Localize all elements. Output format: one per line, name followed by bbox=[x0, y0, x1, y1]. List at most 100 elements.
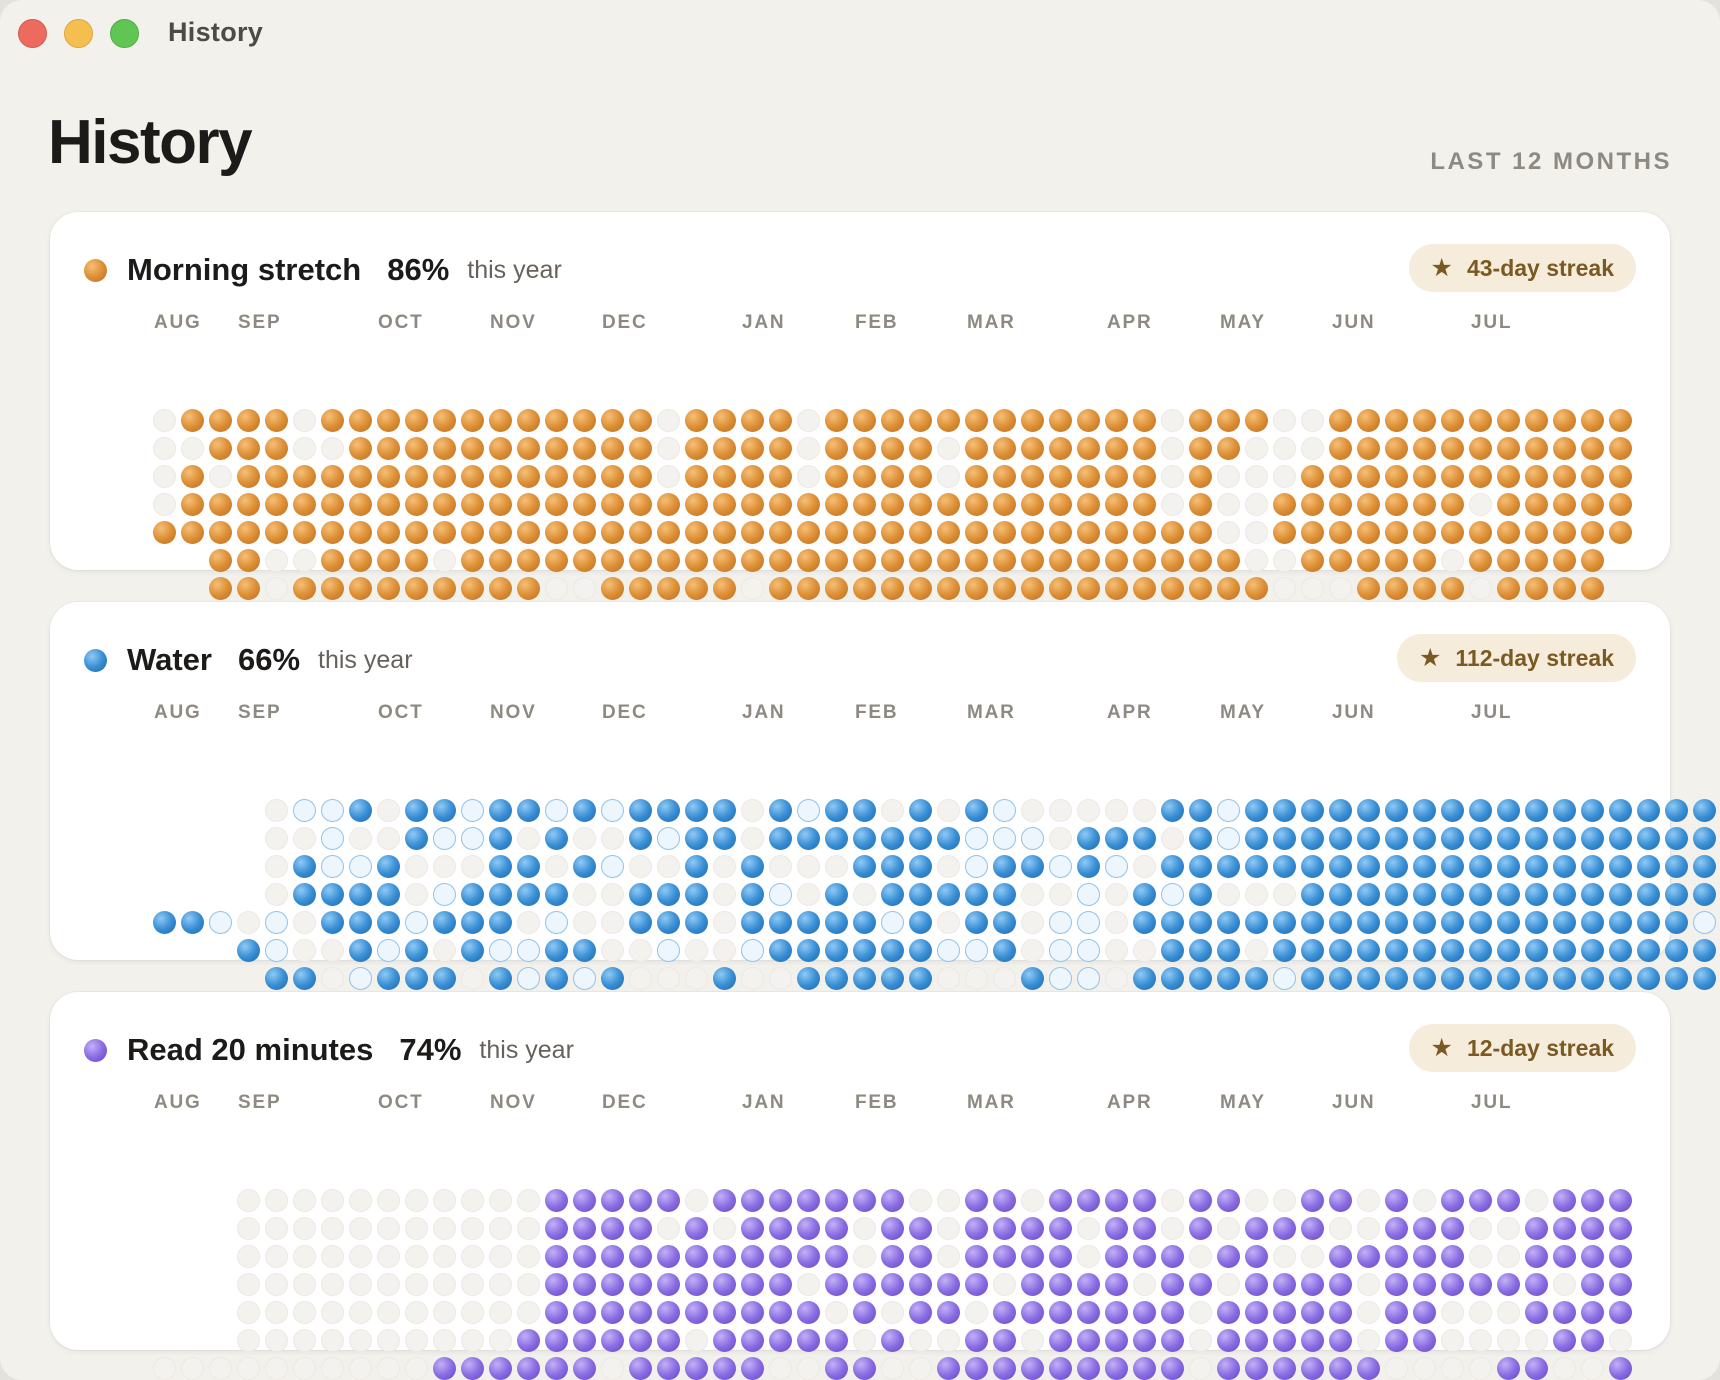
day-cell[interactable] bbox=[1356, 1272, 1380, 1296]
day-cell[interactable] bbox=[1440, 882, 1464, 906]
day-cell[interactable] bbox=[880, 464, 904, 488]
day-cell[interactable] bbox=[628, 548, 652, 572]
day-cell[interactable] bbox=[264, 1328, 288, 1352]
day-cell[interactable] bbox=[656, 966, 680, 990]
day-cell[interactable] bbox=[1048, 966, 1072, 990]
day-cell[interactable] bbox=[1020, 910, 1044, 934]
day-cell[interactable] bbox=[460, 826, 484, 850]
day-cell[interactable] bbox=[544, 882, 568, 906]
day-cell[interactable] bbox=[964, 436, 988, 460]
day-cell[interactable] bbox=[656, 854, 680, 878]
day-cell[interactable] bbox=[1300, 1300, 1324, 1324]
day-cell[interactable] bbox=[796, 1188, 820, 1212]
day-cell[interactable] bbox=[992, 798, 1016, 822]
day-cell[interactable] bbox=[404, 854, 428, 878]
day-cell[interactable] bbox=[320, 436, 344, 460]
day-cell[interactable] bbox=[1272, 826, 1296, 850]
day-cell[interactable] bbox=[824, 1216, 848, 1240]
day-cell[interactable] bbox=[376, 1216, 400, 1240]
day-cell[interactable] bbox=[1048, 1300, 1072, 1324]
day-cell[interactable] bbox=[1216, 826, 1240, 850]
day-cell[interactable] bbox=[1412, 436, 1436, 460]
day-cell[interactable] bbox=[1160, 576, 1184, 600]
day-cell[interactable] bbox=[320, 966, 344, 990]
day-cell[interactable] bbox=[348, 1328, 372, 1352]
day-cell[interactable] bbox=[600, 1356, 624, 1380]
day-cell[interactable] bbox=[544, 1188, 568, 1212]
day-cell[interactable] bbox=[936, 1272, 960, 1296]
day-cell[interactable] bbox=[600, 520, 624, 544]
day-cell[interactable] bbox=[1272, 548, 1296, 572]
day-cell[interactable] bbox=[740, 966, 764, 990]
day-cell[interactable] bbox=[600, 1188, 624, 1212]
day-cell[interactable] bbox=[964, 798, 988, 822]
day-cell[interactable] bbox=[880, 1188, 904, 1212]
day-cell[interactable] bbox=[852, 1272, 876, 1296]
day-cell[interactable] bbox=[1580, 910, 1604, 934]
day-cell[interactable] bbox=[1272, 576, 1296, 600]
day-cell[interactable] bbox=[460, 1272, 484, 1296]
day-cell[interactable] bbox=[236, 1272, 260, 1296]
day-cell[interactable] bbox=[1496, 1328, 1520, 1352]
day-cell[interactable] bbox=[488, 1300, 512, 1324]
day-cell[interactable] bbox=[1104, 1328, 1128, 1352]
day-cell[interactable] bbox=[1608, 436, 1632, 460]
day-cell[interactable] bbox=[1412, 854, 1436, 878]
day-cell[interactable] bbox=[1104, 882, 1128, 906]
day-cell[interactable] bbox=[432, 464, 456, 488]
day-cell[interactable] bbox=[1356, 854, 1380, 878]
day-cell[interactable] bbox=[1300, 520, 1324, 544]
day-cell[interactable] bbox=[1132, 1244, 1156, 1268]
day-cell[interactable] bbox=[236, 1188, 260, 1212]
day-cell[interactable] bbox=[796, 966, 820, 990]
day-cell[interactable] bbox=[1020, 464, 1044, 488]
day-cell[interactable] bbox=[1468, 1328, 1492, 1352]
day-cell[interactable] bbox=[1356, 1328, 1380, 1352]
day-cell[interactable] bbox=[740, 882, 764, 906]
day-cell[interactable] bbox=[964, 826, 988, 850]
day-cell[interactable] bbox=[880, 408, 904, 432]
day-cell[interactable] bbox=[908, 1272, 932, 1296]
day-cell[interactable] bbox=[712, 1216, 736, 1240]
day-cell[interactable] bbox=[572, 910, 596, 934]
day-cell[interactable] bbox=[1468, 408, 1492, 432]
day-cell[interactable] bbox=[628, 1244, 652, 1268]
day-cell[interactable] bbox=[992, 1244, 1016, 1268]
day-cell[interactable] bbox=[544, 854, 568, 878]
day-cell[interactable] bbox=[1328, 938, 1352, 962]
day-cell[interactable] bbox=[572, 966, 596, 990]
day-cell[interactable] bbox=[1132, 1272, 1156, 1296]
day-cell[interactable] bbox=[404, 1244, 428, 1268]
day-cell[interactable] bbox=[516, 520, 540, 544]
day-cell[interactable] bbox=[1412, 1216, 1436, 1240]
day-cell[interactable] bbox=[208, 464, 232, 488]
day-cell[interactable] bbox=[1244, 1188, 1268, 1212]
day-cell[interactable] bbox=[1048, 1272, 1072, 1296]
day-cell[interactable] bbox=[1104, 826, 1128, 850]
day-cell[interactable] bbox=[1160, 1216, 1184, 1240]
day-cell[interactable] bbox=[1412, 1300, 1436, 1324]
day-cell[interactable] bbox=[880, 882, 904, 906]
day-cell[interactable] bbox=[348, 854, 372, 878]
day-cell[interactable] bbox=[768, 436, 792, 460]
day-cell[interactable] bbox=[348, 1272, 372, 1296]
day-cell[interactable] bbox=[1300, 910, 1324, 934]
day-cell[interactable] bbox=[1384, 436, 1408, 460]
day-cell[interactable] bbox=[1272, 798, 1296, 822]
day-cell[interactable] bbox=[684, 826, 708, 850]
day-cell[interactable] bbox=[1440, 1244, 1464, 1268]
day-cell[interactable] bbox=[1188, 798, 1212, 822]
day-cell[interactable] bbox=[1048, 1356, 1072, 1380]
day-cell[interactable] bbox=[712, 408, 736, 432]
day-cell[interactable] bbox=[1272, 464, 1296, 488]
day-cell[interactable] bbox=[208, 436, 232, 460]
day-cell[interactable] bbox=[1412, 576, 1436, 600]
day-cell[interactable] bbox=[1552, 492, 1576, 516]
day-cell[interactable] bbox=[404, 576, 428, 600]
day-cell[interactable] bbox=[572, 1328, 596, 1352]
day-cell[interactable] bbox=[740, 1356, 764, 1380]
day-cell[interactable] bbox=[1328, 966, 1352, 990]
day-cell[interactable] bbox=[908, 854, 932, 878]
day-cell[interactable] bbox=[684, 464, 708, 488]
day-cell[interactable] bbox=[152, 436, 176, 460]
